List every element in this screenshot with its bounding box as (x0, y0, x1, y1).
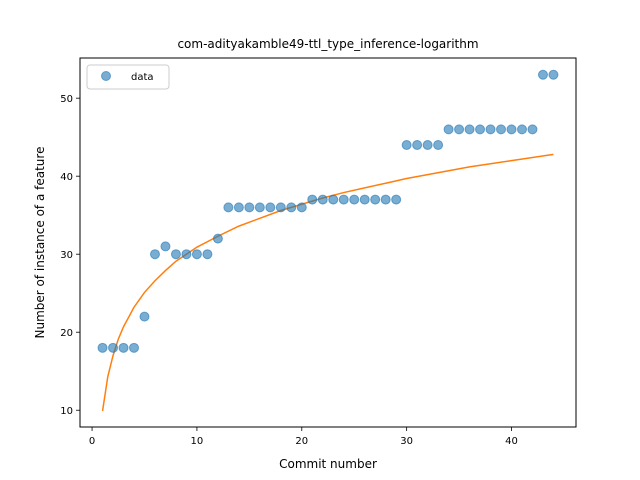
y-axis-label: Number of instance of a feature (33, 147, 47, 339)
data-point-32 (422, 139, 433, 150)
data-point-9 (181, 249, 192, 260)
x-tick-label-40: 40 (505, 436, 518, 447)
data-point-30 (401, 139, 412, 150)
data-point-33 (433, 139, 444, 150)
data-point-18 (275, 202, 286, 213)
data-point-23 (328, 194, 339, 205)
data-point-12 (212, 233, 223, 244)
data-point-26 (359, 194, 370, 205)
x-tick-label-20: 20 (295, 436, 308, 447)
data-point-16 (254, 202, 265, 213)
data-point-43 (537, 69, 548, 80)
legend-label-data: data (131, 72, 154, 83)
x-tick-label-10: 10 (191, 436, 204, 447)
data-point-40 (506, 124, 517, 135)
data-point-15 (244, 202, 255, 213)
data-point-13 (223, 202, 234, 213)
data-point-8 (170, 249, 181, 260)
data-point-37 (475, 124, 486, 135)
legend-marker (101, 71, 111, 81)
x-axis-label: Commit number (279, 457, 377, 471)
x-tick-label-0: 0 (89, 436, 95, 447)
data-point-22 (317, 194, 328, 205)
data-point-36 (464, 124, 475, 135)
data-point-10 (191, 249, 202, 260)
data-point-31 (412, 139, 423, 150)
data-point-19 (286, 202, 297, 213)
y-tick-label-10: 10 (60, 406, 73, 417)
data-point-11 (202, 249, 213, 260)
data-point-44 (548, 69, 559, 80)
y-axis-ticks: 10 20 30 40 50 (60, 94, 80, 417)
data-point-14 (233, 202, 244, 213)
data-point-41 (517, 124, 527, 135)
fit-curve (101, 153, 554, 412)
data-point-42 (527, 124, 538, 135)
data-point-28 (380, 194, 391, 205)
legend: data (86, 64, 170, 90)
data-point-34 (443, 124, 454, 135)
x-axis-ticks: 0 10 20 30 40 (89, 427, 518, 447)
axes-frame (79, 57, 577, 428)
data-point-27 (370, 194, 381, 205)
x-tick-label-30: 30 (400, 436, 413, 447)
data-point-6 (149, 249, 160, 260)
data-point-4 (129, 342, 139, 353)
data-point-35 (454, 124, 465, 135)
data-point-39 (496, 124, 507, 135)
y-tick-label-30: 30 (60, 250, 73, 261)
legend-box (86, 64, 170, 90)
data-point-29 (391, 194, 402, 205)
data-point-1 (97, 342, 108, 353)
y-tick-label-50: 50 (60, 94, 73, 105)
data-point-3 (118, 342, 129, 353)
data-point-17 (265, 202, 276, 213)
y-tick-label-20: 20 (60, 328, 73, 339)
fit-curve-group (101, 153, 554, 412)
data-point-5 (139, 311, 150, 322)
data-point-24 (338, 194, 349, 205)
data-point-25 (349, 194, 360, 205)
data-point-21 (307, 194, 318, 205)
axes-background (80, 58, 576, 427)
plot-area (80, 58, 576, 427)
data-point-7 (160, 241, 171, 252)
data-point-2 (108, 342, 119, 353)
chart-title: com-adityakamble49-ttl_type_inference-lo… (177, 37, 478, 51)
data-point-38 (485, 124, 496, 135)
data-point-20 (296, 202, 307, 213)
y-tick-label-40: 40 (60, 172, 73, 183)
data-points-group (97, 69, 559, 353)
